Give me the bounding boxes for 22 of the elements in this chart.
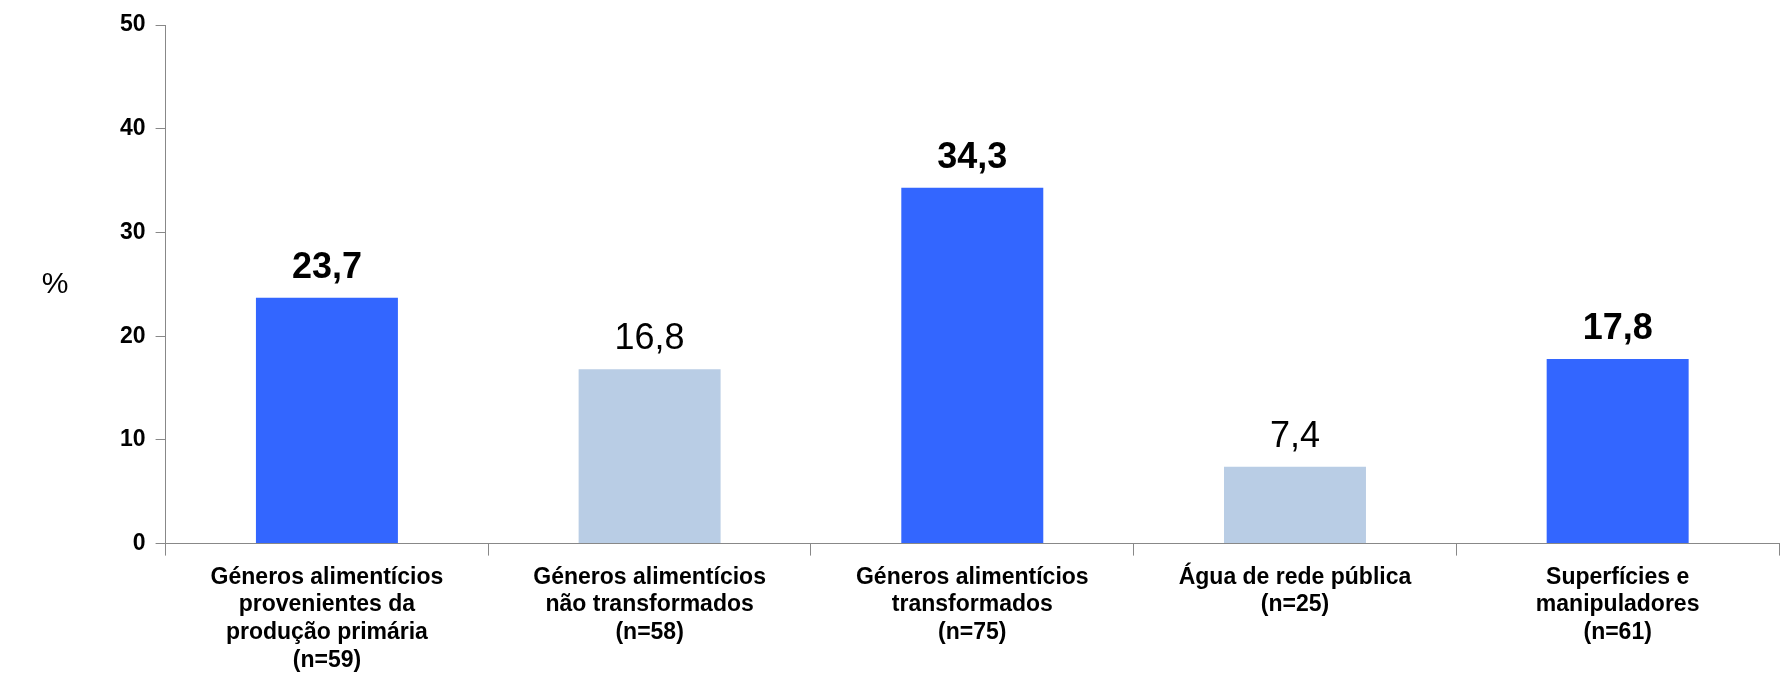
data-label: 17,8: [1582, 305, 1653, 347]
x-tick-label: Superfícies e manipuladores (n=61): [1535, 562, 1700, 644]
y-tick-label: 20: [119, 321, 146, 348]
bar: [901, 187, 1044, 544]
data-label: 34,3: [937, 134, 1008, 176]
x-tick-label: Géneros alimentícios provenientes da produção primária (n=59): [210, 562, 444, 672]
y-axis-title: %: [41, 265, 69, 299]
y-tick-label: 30: [119, 217, 146, 244]
data-label: 23,7: [291, 244, 362, 286]
x-tick-label: Géneros alimentícios transformados (n=75): [855, 562, 1089, 644]
bar: [578, 369, 721, 544]
y-tick-label: 10: [119, 425, 146, 452]
x-tick-label: Água de rede pública (n=25): [1178, 561, 1412, 617]
bar: [255, 297, 398, 544]
bar: [1546, 358, 1689, 544]
data-label: 7,4: [1269, 413, 1320, 455]
data-label: 16,8: [614, 316, 685, 358]
bar: [1223, 466, 1366, 544]
x-tick-label: Géneros alimentícios não transformados (n=58): [533, 562, 766, 644]
y-tick-label: 0: [132, 528, 146, 555]
y-tick-label: 40: [119, 114, 146, 141]
y-tick-label: 50: [119, 10, 146, 37]
